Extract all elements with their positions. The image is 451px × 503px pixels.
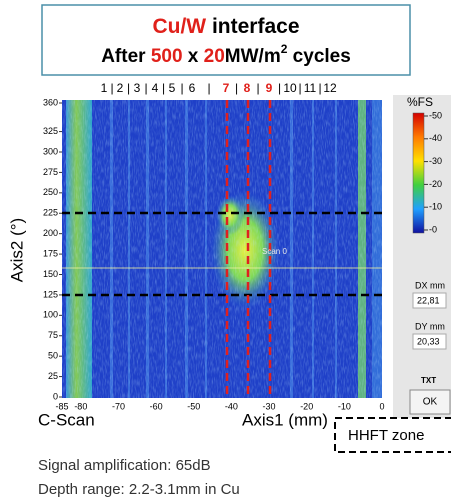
y-tick-label: 275 bbox=[43, 167, 58, 177]
colorbar-unit: %FS bbox=[407, 95, 433, 109]
y-tick-label: 200 bbox=[43, 228, 58, 238]
column-label: 12 bbox=[323, 81, 337, 95]
footer-text: Signal amplification: 65dB bbox=[38, 457, 211, 474]
column-separator: | bbox=[162, 81, 165, 95]
y-tick-label: 125 bbox=[43, 289, 58, 299]
column-label: 1 bbox=[101, 81, 108, 95]
x-tick-label: -20 bbox=[300, 401, 313, 411]
x-axis-title: Axis1 (mm) bbox=[242, 410, 328, 429]
cscan-image bbox=[62, 100, 382, 398]
column-separator: | bbox=[180, 81, 183, 95]
column-label: 11 bbox=[304, 81, 317, 95]
column-label: 9 bbox=[266, 81, 273, 95]
x-tick-label: -10 bbox=[338, 401, 351, 411]
column-separator: | bbox=[110, 81, 113, 95]
y-tick-label: 25 bbox=[48, 371, 58, 381]
y-tick-label: 360 bbox=[43, 97, 58, 107]
column-separator: | bbox=[298, 81, 301, 95]
title-text: MW/m bbox=[225, 46, 281, 67]
superscript: 2 bbox=[281, 42, 288, 56]
txt-label: TXT bbox=[421, 376, 436, 385]
colorbar-label: -30 bbox=[429, 156, 442, 166]
column-label: 8 bbox=[244, 81, 251, 95]
title-line-1: Cu/W interface bbox=[152, 15, 299, 38]
title-text: After bbox=[101, 46, 151, 67]
title-box bbox=[41, 4, 411, 76]
column-separator: | bbox=[235, 81, 238, 95]
y-tick-label: 325 bbox=[43, 126, 58, 136]
x-tick-label: -50 bbox=[187, 401, 200, 411]
ok-button[interactable]: OK bbox=[409, 389, 451, 415]
column-separator: | bbox=[144, 81, 147, 95]
column-separator: | bbox=[256, 81, 259, 95]
y-tick-label: 0 bbox=[53, 391, 58, 401]
column-separator: | bbox=[207, 81, 210, 95]
x-tick-label: -60 bbox=[150, 401, 163, 411]
x-tick-label: -40 bbox=[225, 401, 238, 411]
column-label: 7 bbox=[223, 81, 230, 95]
y-tick-label: 175 bbox=[43, 248, 58, 258]
y-tick-label: 75 bbox=[48, 330, 58, 340]
ok-label[interactable]: OK bbox=[423, 397, 438, 408]
x-tick-label: -85 bbox=[55, 401, 68, 411]
column-label: 4 bbox=[152, 81, 159, 95]
zone-label: HHFT zone bbox=[348, 427, 424, 444]
y-tick-label: 100 bbox=[43, 310, 58, 320]
x-tick-label: -30 bbox=[263, 401, 276, 411]
x-tick-label: -80 bbox=[74, 401, 87, 411]
column-label: 5 bbox=[169, 81, 176, 95]
column-separator: | bbox=[318, 81, 321, 95]
dy-label: DY mm bbox=[415, 321, 445, 331]
dy-value: 20,33 bbox=[417, 336, 440, 346]
colorbar bbox=[412, 112, 425, 234]
colorbar-label: -0 bbox=[429, 224, 437, 234]
x-tick-label: 0 bbox=[379, 401, 384, 411]
title-text: interface bbox=[206, 15, 299, 38]
colorbar-label: -10 bbox=[429, 202, 442, 212]
colorbar-label: -50 bbox=[429, 110, 442, 120]
y-tick-label: 250 bbox=[43, 187, 58, 197]
title-red: Cu/W bbox=[152, 15, 206, 38]
title-red: 20 bbox=[204, 46, 225, 67]
column-label: 6 bbox=[189, 81, 196, 95]
footer-text: Depth range: 2.2-3.1mm in Cu bbox=[38, 481, 240, 498]
column-label: 3 bbox=[134, 81, 141, 95]
y-tick-label: 50 bbox=[48, 351, 58, 361]
y-tick-label: 225 bbox=[43, 208, 58, 218]
colorbar-label: -20 bbox=[429, 179, 442, 189]
markers bbox=[62, 100, 385, 398]
colorbar-label: -40 bbox=[429, 133, 442, 143]
dx-value: 22,81 bbox=[417, 295, 440, 305]
title-text: x bbox=[183, 46, 204, 67]
y-axis-title: Axis2 (°) bbox=[7, 218, 26, 282]
column-separator: | bbox=[127, 81, 130, 95]
title-text: cycles bbox=[287, 46, 350, 67]
panel: DX mm 22,81 DY mm 20,33 TXT bbox=[412, 280, 447, 385]
dx-label: DX mm bbox=[415, 280, 445, 290]
overlay-label: Scan 0 bbox=[262, 247, 287, 256]
column-separator: | bbox=[278, 81, 281, 95]
zone-box bbox=[334, 417, 451, 453]
title-line-2: After 500 x 20MW/m2 cycles bbox=[101, 42, 351, 67]
view-label: C-Scan bbox=[38, 410, 95, 429]
column-label: 2 bbox=[117, 81, 124, 95]
y-tick-label: 300 bbox=[43, 146, 58, 156]
column-label: 10 bbox=[283, 81, 297, 95]
y-tick-label: 150 bbox=[43, 269, 58, 279]
title-red: 500 bbox=[151, 46, 183, 67]
x-tick-label: -70 bbox=[112, 401, 125, 411]
